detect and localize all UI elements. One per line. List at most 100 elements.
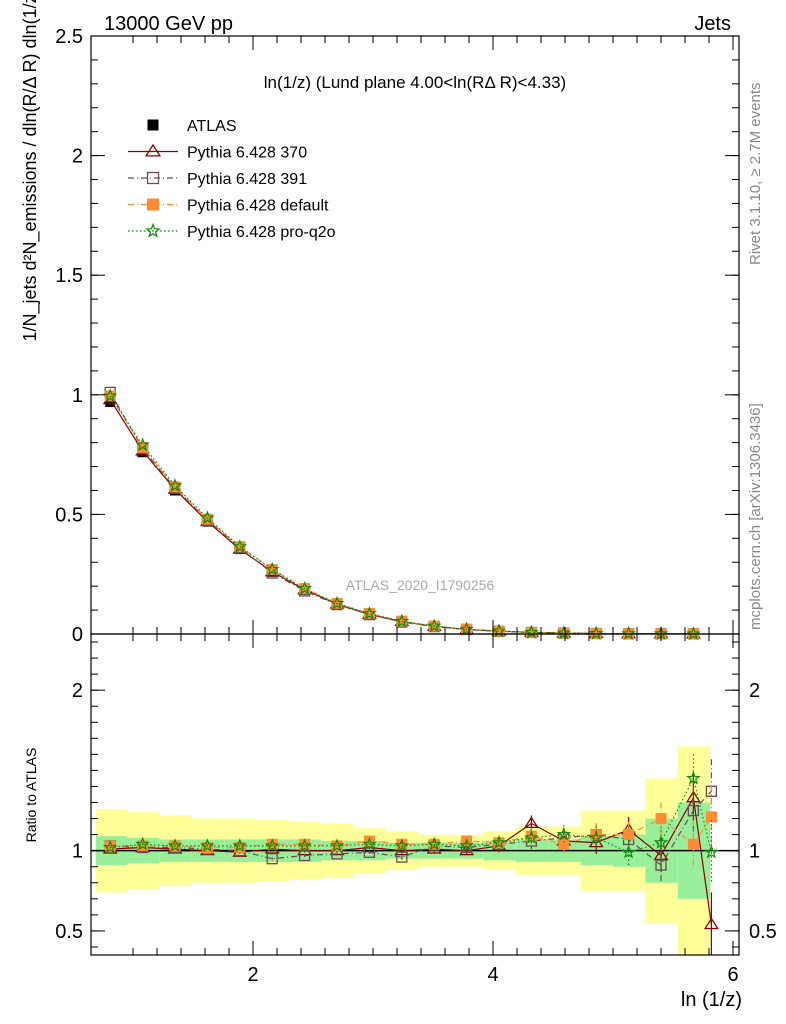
ratio-data-point — [167, 838, 183, 853]
ratio-data-point — [556, 827, 572, 841]
main-data-point — [297, 581, 312, 595]
legend-marker — [147, 119, 159, 131]
ratio-data-point — [655, 813, 667, 825]
ratio-data-point — [621, 844, 636, 859]
main-y-tick-label: 0 — [72, 624, 83, 646]
x-axis-label: ln (1/z) — [681, 989, 742, 1011]
ratio-data-point — [491, 835, 507, 849]
ratio-y-tick-label: 0.5 — [55, 921, 83, 943]
ratio-data-point — [655, 859, 667, 871]
main-data-point — [201, 513, 213, 525]
ratio-y-tick-label-right: 0.5 — [749, 921, 777, 943]
legend-label: Pythia 6.428 370 — [187, 145, 307, 162]
ratio-data-point — [686, 770, 701, 785]
legend-label: Pythia 6.428 pro-q2o — [187, 224, 336, 241]
energy-label: 13000 GeV pp — [104, 13, 233, 35]
main-data-point — [524, 624, 539, 639]
legend-marker — [147, 198, 159, 211]
legend: ATLAS Pythia 6.428 370 Pythia 6.428 391 Pyt… — [128, 118, 336, 241]
ratio-y-tick-label-right: 1 — [749, 841, 760, 863]
ratio-data-point — [232, 838, 248, 853]
ratio-data-point — [234, 841, 246, 853]
legend-marker — [144, 143, 162, 157]
ratio-data-point — [523, 816, 539, 828]
main-data-point — [459, 621, 474, 636]
x-tick-label: 4 — [487, 964, 498, 986]
main-data-point — [102, 388, 118, 403]
ratio-data-point — [687, 838, 699, 850]
main-series-line — [109, 399, 694, 635]
ratio-data-point — [394, 838, 410, 853]
ratio-data-point — [135, 836, 150, 851]
main-data-point — [169, 481, 181, 493]
main-data-point — [588, 625, 604, 640]
legend-label: Pythia 6.428 default — [187, 198, 329, 215]
main-data-point — [167, 478, 183, 492]
ratio-data-point — [459, 838, 474, 853]
main-data-point — [556, 625, 572, 640]
ratio-y-tick-label: 1 — [72, 841, 83, 863]
main-data-point — [200, 510, 215, 525]
ratio-y-tick-label: 2 — [72, 680, 83, 702]
ratio-data-point — [396, 851, 408, 863]
main-y-tick-label: 2.5 — [55, 26, 83, 48]
ratio-series-group — [102, 754, 719, 955]
legend-marker — [145, 222, 161, 238]
x-tick-label: 2 — [247, 964, 258, 986]
ratio-series-line — [110, 776, 712, 853]
main-y-axis-label: 1/N_jets d²N_emissions / dln(R/Δ R) dln(… — [20, 0, 41, 342]
main-series-group — [102, 386, 701, 641]
legend-marker — [146, 171, 160, 185]
rivet-label: Rivet 3.1.10, ≥ 2.7M events — [747, 83, 764, 266]
main-y-tick-label: 1.5 — [55, 265, 83, 287]
main-y-tick-label: 0.5 — [55, 504, 83, 526]
main-data-point — [621, 626, 636, 640]
x-tick-label: 6 — [727, 964, 738, 986]
main-data-point — [232, 539, 248, 553]
ratio-data-point — [703, 917, 719, 930]
ratio-data-point — [200, 838, 215, 853]
mcplots-label: mcplots.cern.ch [arXiv:1306.3436] — [747, 403, 764, 630]
ratio-frame — [90, 633, 740, 956]
ratio-data-point — [264, 838, 280, 853]
main-title: ln(1/z) (Lund plane 4.00<ln(RΔ R)<4.33) — [264, 73, 566, 92]
ratio-data-point — [653, 848, 669, 861]
main-series-line — [109, 395, 694, 635]
main-y-tick-label: 2 — [72, 146, 83, 168]
ratio-uncertainty-bands — [91, 746, 739, 955]
legend-label: Pythia 6.428 391 — [187, 171, 307, 188]
main-data-point — [426, 618, 442, 633]
ratio-data-point — [687, 804, 700, 817]
ratio-y-axis-label: Ratio to ATLAS — [23, 748, 39, 843]
main-series-line — [109, 392, 694, 635]
process-label: Jets — [694, 13, 731, 35]
main-data-point — [362, 606, 377, 620]
ratio-data-point — [426, 836, 442, 851]
ratio-data-point — [623, 829, 635, 841]
legend-label: ATLAS — [187, 118, 237, 135]
ratio-data-point — [653, 835, 669, 849]
ratio-panel: 0.5 0.5 1 1 2 2 2 4 6 Ratio to ATLAS — [23, 633, 777, 986]
main-data-point — [686, 626, 701, 641]
ratio-data-point — [201, 841, 213, 853]
main-y-tick-label: 1 — [72, 385, 83, 407]
ratio-data-point — [298, 849, 311, 862]
main-panel: ATLAS_2020_I1790256 ln(1/z) (Lund plane … — [20, 0, 740, 646]
ratio-data-point — [524, 830, 539, 845]
main-data-point — [135, 437, 150, 452]
ratio-axes: 0.5 0.5 1 1 2 2 2 4 6 — [55, 633, 777, 986]
ratio-series-line — [110, 816, 712, 849]
ratio-data-point — [588, 830, 604, 845]
main-axes: 0 0.5 1 1.5 2 2.5 — [55, 26, 739, 646]
ratio-data-point — [329, 838, 345, 853]
ratio-data-point — [297, 838, 312, 853]
ratio-data-point — [362, 836, 377, 851]
watermark: ATLAS_2020_I1790256 — [346, 577, 495, 593]
ratio-y-tick-label-right: 2 — [749, 680, 760, 702]
main-data-point — [329, 595, 345, 610]
main-data-point — [394, 613, 410, 628]
ratio-data-point — [137, 840, 149, 852]
ratio-data-point — [705, 811, 717, 823]
main-series-line — [109, 395, 694, 635]
